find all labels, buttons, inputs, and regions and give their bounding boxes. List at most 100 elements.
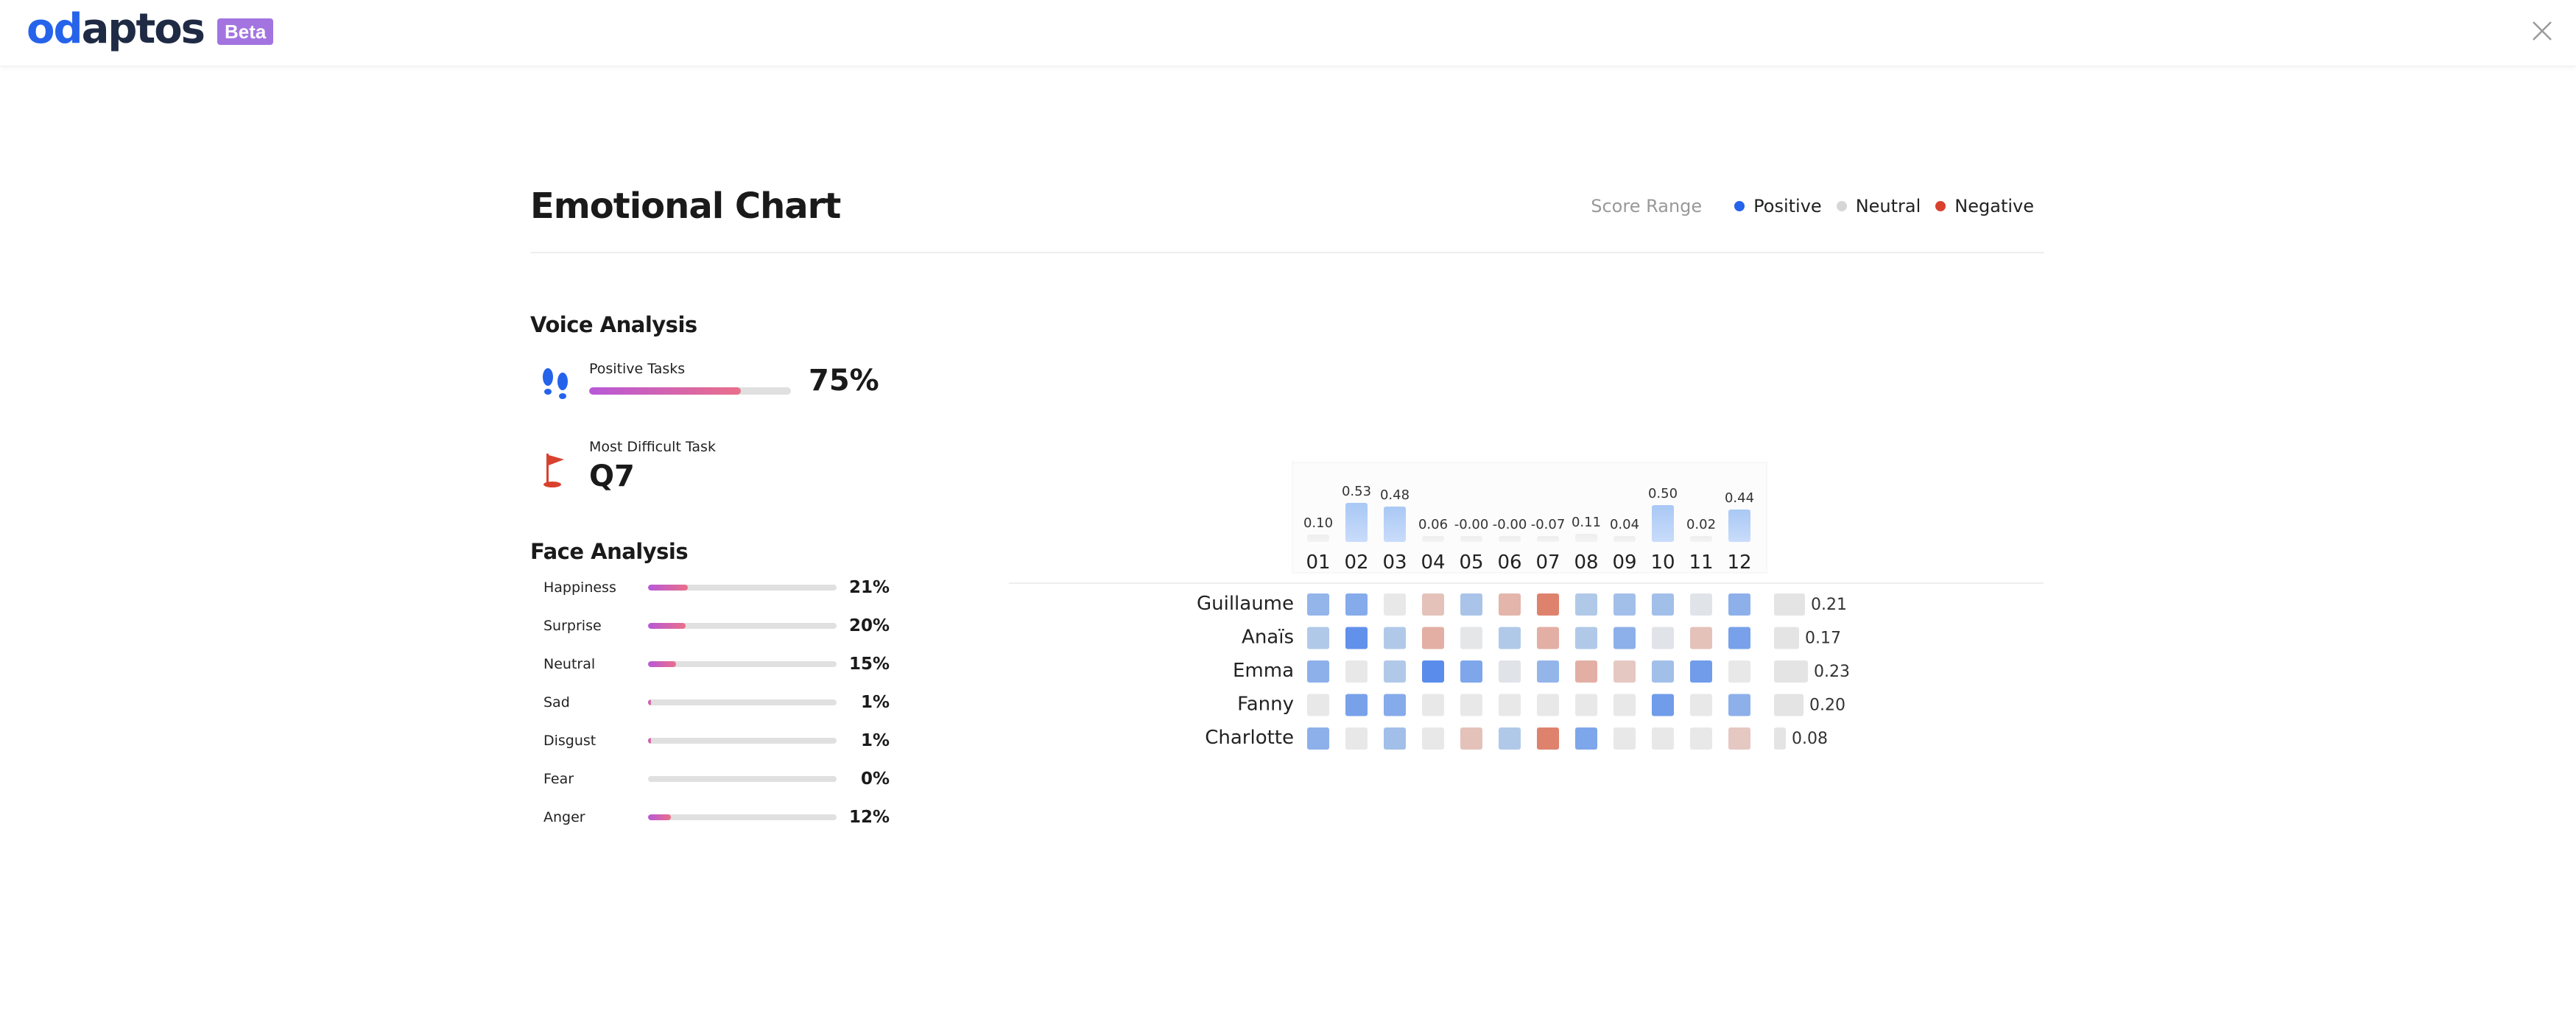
face-row-bar bbox=[648, 585, 837, 591]
heatmap-cell bbox=[1307, 694, 1329, 716]
face-row-fill bbox=[648, 623, 686, 629]
legend-neutral-label: Neutral bbox=[1855, 196, 1921, 216]
logo-aptos: aptos bbox=[81, 5, 205, 53]
heatmap-cell bbox=[1345, 660, 1368, 683]
heatmap-cell bbox=[1728, 727, 1750, 750]
heatmap-cell bbox=[1575, 727, 1597, 750]
column-label: 10 bbox=[1650, 551, 1675, 574]
heatmap-cell bbox=[1652, 593, 1674, 616]
face-row-label: Anger bbox=[543, 809, 585, 825]
row-score-label: 0.23 bbox=[1814, 663, 1850, 681]
heatmap-cell bbox=[1652, 660, 1674, 683]
heatmap-cell bbox=[1422, 694, 1444, 716]
heatmap-cell bbox=[1613, 660, 1636, 683]
heatmap-cell bbox=[1307, 660, 1329, 683]
column-score-bar bbox=[1384, 507, 1406, 542]
close-button[interactable] bbox=[2527, 16, 2557, 46]
heatmap-cell bbox=[1422, 727, 1444, 750]
heatmap-cell bbox=[1345, 694, 1368, 716]
heatmap-cell bbox=[1499, 694, 1521, 716]
legend-label: Score Range bbox=[1591, 196, 1703, 216]
column-label: 07 bbox=[1535, 551, 1560, 574]
face-row-label: Neutral bbox=[543, 656, 596, 672]
most-difficult-label: Most Difficult Task bbox=[589, 439, 716, 455]
column-score-label: -0.07 bbox=[1531, 517, 1566, 532]
positive-tasks-bar bbox=[589, 387, 791, 395]
heatmap-cell bbox=[1537, 627, 1559, 649]
row-score-label: 0.17 bbox=[1805, 630, 1841, 648]
column-label: 05 bbox=[1459, 551, 1483, 574]
column-label: 08 bbox=[1574, 551, 1598, 574]
column-score-label: -0.00 bbox=[1454, 517, 1489, 532]
face-row-fill bbox=[648, 699, 651, 705]
row-label: Emma bbox=[1233, 660, 1294, 682]
heatmap-cell bbox=[1384, 694, 1406, 716]
face-row-fill bbox=[648, 661, 677, 667]
legend-positive: Positive bbox=[1734, 196, 1822, 216]
heatmap-cell bbox=[1728, 694, 1750, 716]
column-score-label: 0.44 bbox=[1725, 490, 1754, 506]
column-score-label: -0.00 bbox=[1493, 517, 1527, 532]
emotion-heatmap: 0.10 01 0.53 02 0.48 03 0.06 04 -0.00 05 -0.00 06 -0… bbox=[1009, 462, 2044, 750]
heatmap-cell bbox=[1460, 627, 1482, 649]
face-row-bar bbox=[648, 623, 837, 629]
column-label: 03 bbox=[1382, 551, 1407, 574]
column-score-bar bbox=[1652, 505, 1674, 542]
heatmap-cell bbox=[1307, 727, 1329, 750]
heatmap-cell bbox=[1384, 727, 1406, 750]
heatmap-cell bbox=[1384, 660, 1406, 683]
column-score-bar bbox=[1499, 536, 1521, 542]
row-score-label: 0.21 bbox=[1811, 596, 1847, 614]
heatmap-cell bbox=[1652, 694, 1674, 716]
column-label: 11 bbox=[1689, 551, 1713, 574]
face-row-bar bbox=[648, 699, 837, 705]
column-label: 09 bbox=[1612, 551, 1636, 574]
row-score-label: 0.08 bbox=[1792, 730, 1828, 748]
face-row-pct: 20% bbox=[848, 616, 890, 635]
positive-dot-icon bbox=[1734, 201, 1745, 211]
face-row-label: Disgust bbox=[543, 733, 597, 749]
title-divider bbox=[530, 252, 2044, 253]
heatmap-cell bbox=[1499, 593, 1521, 616]
heatmap-cell bbox=[1307, 593, 1329, 616]
column-score-label: 0.50 bbox=[1648, 486, 1678, 501]
legend-negative-label: Negative bbox=[1954, 196, 2034, 216]
heatmap-cell bbox=[1345, 627, 1368, 649]
heatmap-cell bbox=[1690, 727, 1712, 750]
heatmap-header-panel bbox=[1292, 462, 1767, 574]
column-score-bar bbox=[1307, 535, 1329, 542]
face-row-pct: 12% bbox=[848, 808, 890, 827]
row-score-bar bbox=[1774, 660, 1808, 683]
heatmap-cell bbox=[1384, 593, 1406, 616]
footsteps-icon bbox=[543, 368, 568, 399]
face-row-label: Surprise bbox=[543, 618, 602, 634]
score-legend: Score Range Positive Neutral Negative bbox=[1591, 196, 2034, 216]
face-row-bar bbox=[648, 814, 837, 820]
logo[interactable]: odaptos Beta bbox=[27, 5, 274, 53]
heatmap-cell bbox=[1728, 660, 1750, 683]
column-score-bar bbox=[1422, 536, 1444, 542]
heatmap-cell bbox=[1613, 593, 1636, 616]
heatmap-cell bbox=[1460, 660, 1482, 683]
face-row-fear: Fear 0% bbox=[543, 769, 890, 789]
heatmap-cell bbox=[1690, 660, 1712, 683]
row-score-bar bbox=[1774, 593, 1805, 616]
heatmap-cell bbox=[1537, 694, 1559, 716]
row-label: Anaïs bbox=[1242, 627, 1294, 649]
face-row-neutral: Neutral 15% bbox=[543, 654, 890, 674]
heatmap-cell bbox=[1345, 593, 1368, 616]
neutral-dot-icon bbox=[1836, 201, 1847, 211]
heatmap-cell bbox=[1345, 727, 1368, 750]
face-row-pct: 1% bbox=[860, 693, 890, 712]
face-row-bar bbox=[648, 776, 837, 782]
row-label: Guillaume bbox=[1197, 593, 1294, 615]
negative-dot-icon bbox=[1935, 201, 1946, 211]
column-score-label: 0.06 bbox=[1418, 517, 1448, 532]
heatmap-cell bbox=[1307, 627, 1329, 649]
heatmap-cell bbox=[1499, 627, 1521, 649]
face-row-disgust: Disgust 1% bbox=[543, 730, 890, 751]
heatmap-cell bbox=[1690, 694, 1712, 716]
heatmap-cell bbox=[1537, 660, 1559, 683]
row-score-bar bbox=[1774, 694, 1803, 716]
column-score-bar bbox=[1345, 503, 1368, 542]
